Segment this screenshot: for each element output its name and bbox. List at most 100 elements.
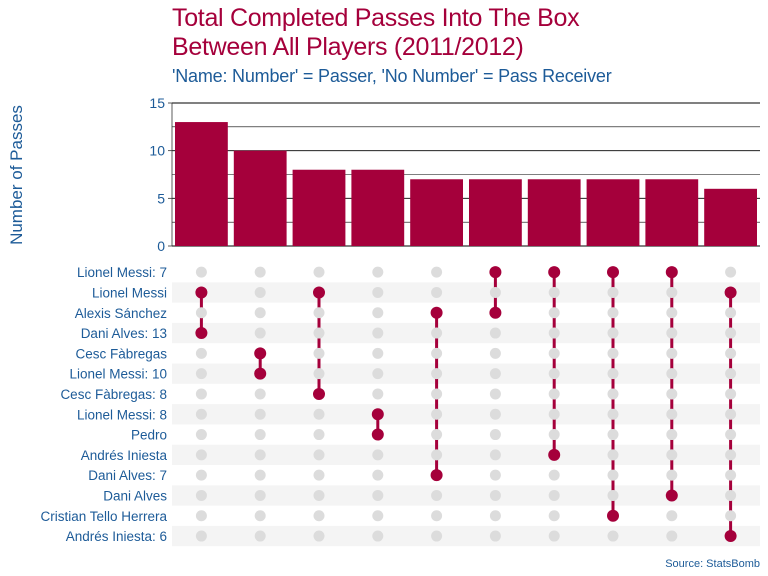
matrix-dot-inactive (548, 429, 560, 441)
matrix-dot-active (371, 408, 384, 421)
bar (410, 179, 463, 246)
bar (704, 188, 757, 246)
matrix-dot-inactive (372, 469, 384, 481)
matrix-dot-inactive (607, 327, 619, 339)
matrix-dot-inactive (431, 408, 443, 420)
matrix-dot-inactive (489, 449, 501, 461)
source-credit: Source: StatsBomb (665, 558, 760, 570)
matrix-dot-inactive (254, 286, 266, 298)
matrix-dot-inactive (431, 286, 443, 298)
matrix-dot-inactive (195, 449, 207, 461)
matrix-dot-inactive (489, 286, 501, 298)
matrix-dot-inactive (254, 510, 266, 522)
matrix-dot-inactive (489, 469, 501, 481)
matrix-dot-inactive (607, 530, 619, 542)
matrix-dot-inactive (666, 307, 678, 319)
matrix-dot-inactive (725, 388, 737, 400)
matrix-dot-inactive (372, 327, 384, 339)
matrix-dot-inactive (607, 489, 619, 501)
matrix-dot-inactive (548, 327, 560, 339)
matrix-dot-active (195, 286, 208, 299)
matrix-dot-inactive (548, 307, 560, 319)
matrix-dot-inactive (254, 307, 266, 319)
matrix-dot-inactive (431, 429, 443, 441)
matrix-dot-inactive (431, 449, 443, 461)
matrix-dot-inactive (725, 449, 737, 461)
set-label: Dani Alves (103, 488, 167, 503)
matrix-dot-inactive (607, 429, 619, 441)
set-label: Dani Alves: 7 (88, 468, 167, 483)
matrix-dot-inactive (666, 327, 678, 339)
matrix-dot-active (195, 327, 208, 340)
matrix-dot-inactive (313, 327, 325, 339)
matrix-dot-inactive (254, 449, 266, 461)
matrix-dot-inactive (431, 327, 443, 339)
chart-subtitle: 'Name: Number' = Passer, 'No Number' = P… (172, 66, 612, 86)
matrix-dot-active (430, 469, 443, 482)
matrix-dot-inactive (372, 266, 384, 278)
matrix-dot-inactive (313, 347, 325, 359)
set-label: Cesc Fàbregas (75, 346, 167, 361)
matrix-dot-inactive (548, 408, 560, 420)
matrix-dot-inactive (254, 530, 266, 542)
matrix-dot-inactive (195, 530, 207, 542)
matrix-dot-inactive (725, 408, 737, 420)
matrix-dot-inactive (548, 388, 560, 400)
matrix-dot-inactive (195, 307, 207, 319)
matrix-dot-active (607, 509, 619, 522)
matrix-dot-inactive (372, 347, 384, 359)
matrix-dot-inactive (313, 510, 325, 522)
matrix-dot-inactive (607, 408, 619, 420)
set-label: Cesc Fàbregas: 8 (60, 387, 167, 402)
matrix-dot-inactive (254, 489, 266, 501)
matrix-dot-inactive (607, 388, 619, 400)
bar (351, 169, 405, 246)
matrix-dot-inactive (666, 530, 678, 542)
matrix-dot-inactive (431, 388, 443, 400)
set-label: Lionel Messi: 8 (77, 407, 167, 422)
set-label: Cristian Tello Herrera (40, 509, 167, 524)
set-label: Alexis Sánchez (75, 306, 168, 321)
matrix-dot-inactive (195, 469, 207, 481)
matrix-dot-inactive (195, 429, 207, 441)
matrix-dot-inactive (313, 429, 325, 441)
matrix-dot-inactive (489, 530, 501, 542)
matrix-dot-inactive (607, 286, 619, 298)
chart-title-line2: Between All Players (2011/2012) (172, 33, 524, 61)
matrix-dot-inactive (666, 469, 678, 481)
matrix-dot-inactive (195, 347, 207, 359)
y-tick-label: 0 (157, 238, 165, 254)
bar (292, 169, 346, 246)
matrix-dot-inactive (372, 510, 384, 522)
matrix-dot-active (254, 347, 267, 360)
matrix-dot-inactive (607, 307, 619, 319)
matrix-dot-active (254, 367, 267, 380)
matrix-dot-inactive (313, 408, 325, 420)
matrix-dot-inactive (195, 388, 207, 400)
matrix-dot-inactive (372, 388, 384, 400)
matrix-dot-inactive (489, 429, 501, 441)
matrix-dot-inactive (607, 347, 619, 359)
matrix-dot-inactive (195, 489, 207, 501)
bar (527, 179, 581, 246)
matrix-dot-inactive (725, 510, 737, 522)
matrix-dot-inactive (313, 368, 325, 380)
set-label: Andrés Iniesta (81, 448, 168, 463)
matrix-dot-inactive (372, 286, 384, 298)
matrix-dot-inactive (725, 266, 737, 278)
matrix-dot-inactive (489, 347, 501, 359)
bar (469, 179, 522, 246)
matrix-dot-active (548, 448, 561, 461)
matrix-dot-inactive (431, 266, 443, 278)
bar (645, 179, 699, 246)
matrix-dot-inactive (666, 510, 678, 522)
matrix-dot-inactive (666, 408, 678, 420)
matrix-dot-inactive (489, 388, 501, 400)
matrix-dot-inactive (254, 469, 266, 481)
matrix-dot-inactive (372, 449, 384, 461)
matrix-dot-inactive (489, 368, 501, 380)
matrix-dot-inactive (725, 489, 737, 501)
matrix-dot-inactive (195, 266, 207, 278)
matrix-dot-inactive (666, 388, 678, 400)
